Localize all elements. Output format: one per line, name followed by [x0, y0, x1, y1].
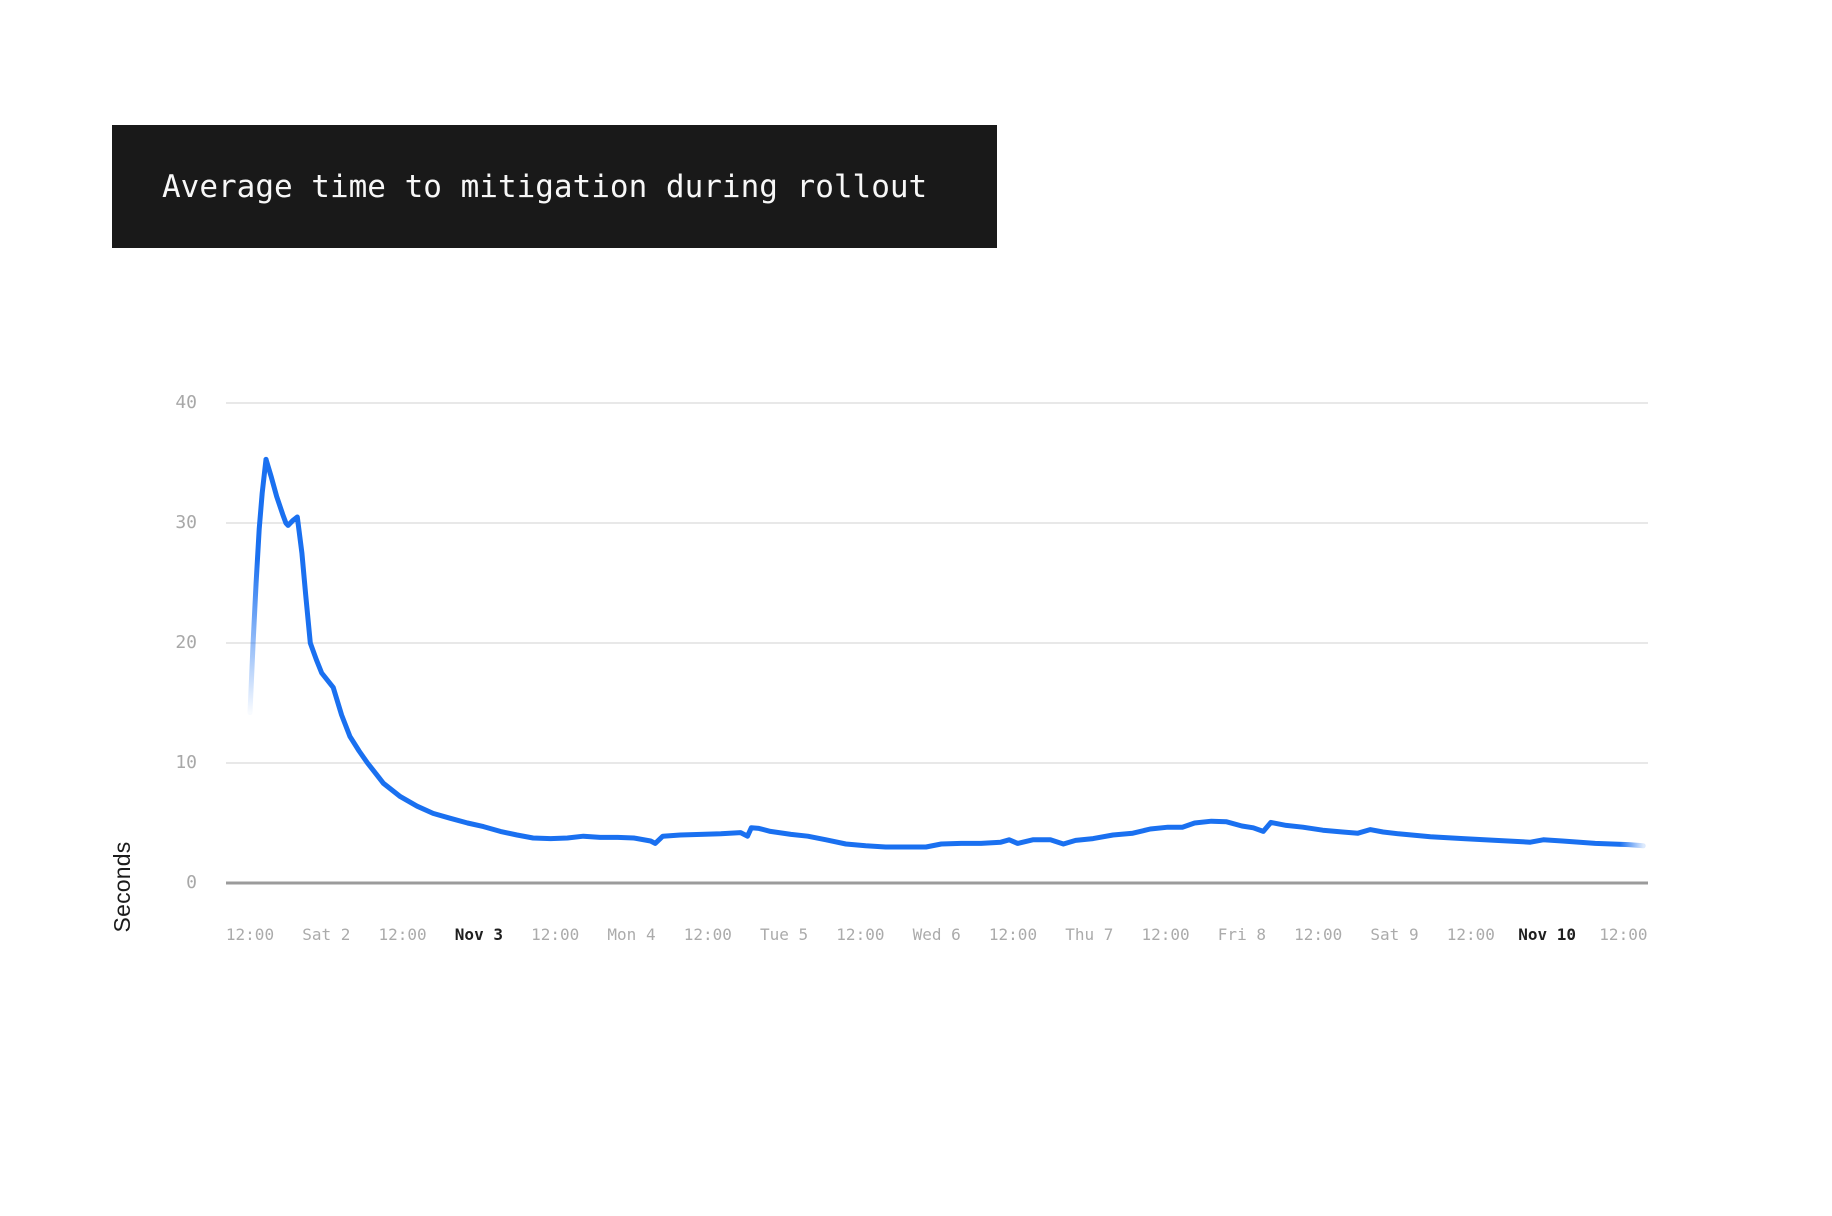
x-tick-label-thu-7: Thu 7: [1065, 925, 1114, 944]
series-line: [263, 456, 1646, 850]
x-tick-label-12-00: 12:00: [683, 925, 732, 944]
x-tick-label-fri-8: Fri 8: [1217, 925, 1266, 944]
x-tick-label-tue-5: Tue 5: [760, 925, 809, 944]
y-tick-label-0: 0: [186, 872, 197, 893]
x-tick-label-12-00: 12:00: [836, 925, 885, 944]
x-tick-label-wed-6: Wed 6: [912, 925, 961, 944]
x-tick-label-12-00: 12:00: [1599, 925, 1648, 944]
y-tick-label-40: 40: [175, 392, 197, 413]
x-tick-label-nov-3: Nov 3: [454, 925, 503, 944]
x-tick-label-nov-10: Nov 10: [1518, 925, 1576, 944]
x-tick-label-12-00: 12:00: [225, 925, 275, 944]
x-tick-label-12-00: 12:00: [1141, 925, 1190, 944]
x-tick-label-12-00: 12:00: [531, 925, 580, 944]
x-tick-label-12-00: 12:00: [1294, 925, 1343, 944]
y-tick-label-30: 30: [175, 512, 197, 533]
series-line-rise: [247, 456, 269, 716]
x-tick-label-mon-4: Mon 4: [607, 925, 656, 944]
y-axis-title: Seconds: [108, 841, 135, 933]
x-tick-label-sat-2: Sat 2: [302, 925, 351, 944]
y-tick-label-20: 20: [175, 632, 197, 653]
x-tick-label-12-00: 12:00: [1446, 925, 1495, 944]
chart-title: Average time to mitigation during rollou…: [162, 168, 928, 205]
y-tick-label-10: 10: [175, 752, 197, 773]
x-tick-label-sat-9: Sat 9: [1370, 925, 1419, 944]
x-tick-label-12-00: 12:00: [378, 925, 427, 944]
x-tick-label-12-00: 12:00: [988, 925, 1038, 944]
chart-title-box: Average time to mitigation during rollou…: [112, 125, 997, 248]
